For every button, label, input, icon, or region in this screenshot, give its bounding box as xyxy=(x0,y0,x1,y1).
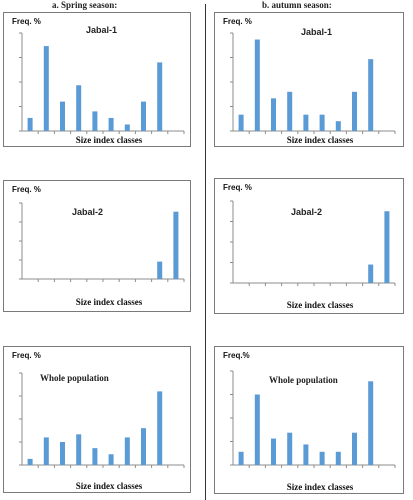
bar-7 xyxy=(124,437,130,465)
y-axis-label: Freq.% xyxy=(223,351,250,360)
chart-autumn-whole: Freq.% Whole population Size index classes xyxy=(223,351,396,492)
bar-3 xyxy=(271,98,276,131)
bar-6 xyxy=(108,117,114,131)
bar-3 xyxy=(271,438,276,465)
bar-5 xyxy=(303,114,309,131)
bar-9 xyxy=(157,261,163,279)
x-axis-label: Size index classes xyxy=(287,482,354,492)
bar-4 xyxy=(287,432,293,465)
bar-8 xyxy=(352,432,357,465)
bar-2 xyxy=(43,437,49,465)
x-axis-label: Size index classes xyxy=(76,135,143,145)
bar-9 xyxy=(157,62,163,131)
y-axis-label: Freq. % xyxy=(12,185,41,194)
bar-10 xyxy=(384,211,390,283)
chart-panel-spring-whole: Freq. % Whole population Size index classe… xyxy=(3,346,191,493)
bar-8 xyxy=(141,101,146,131)
chart-panel-spring-jabal2: Freq. % Jabal-2 Size index classes xyxy=(3,180,191,312)
bar-2 xyxy=(43,46,49,131)
chart-title: Jabal-2 xyxy=(72,207,103,217)
bar-4 xyxy=(287,91,293,131)
bar-6 xyxy=(108,454,114,465)
y-axis-label: Freq. % xyxy=(223,17,252,26)
chart-panel-spring-jabal1: Freq. % Jabal-1 Size index classes xyxy=(3,12,191,147)
y-axis-label: Freq. % xyxy=(223,183,252,192)
x-axis-label: Size index classes xyxy=(76,297,143,307)
y-axis-label: Freq. % xyxy=(12,17,41,26)
bar-2 xyxy=(254,394,260,465)
bar-5 xyxy=(92,111,98,131)
y-axis-label: Freq. % xyxy=(12,351,41,360)
bar-6 xyxy=(319,114,325,131)
bar-9 xyxy=(368,59,374,132)
chart-title: Jabal-1 xyxy=(86,25,117,35)
chart-title: Whole population xyxy=(40,373,109,383)
chart-spring-whole: Freq. % Whole population Size index classe… xyxy=(12,351,185,491)
bar-9 xyxy=(157,391,163,465)
chart-panel-autumn-whole: Freq.% Whole population Size index classes xyxy=(214,346,404,494)
chart-title: Jabal-2 xyxy=(291,207,322,217)
bar-10 xyxy=(173,211,179,279)
bar-1 xyxy=(27,117,33,131)
column-divider xyxy=(205,4,206,500)
bar-4 xyxy=(76,85,82,131)
bar-7 xyxy=(124,124,130,131)
bar-8 xyxy=(352,91,357,131)
chart-panel-autumn-jabal2: Freq. % Jabal-2 Size index classes xyxy=(214,178,404,314)
bar-1 xyxy=(238,114,244,131)
bar-1 xyxy=(238,451,244,465)
bar-7 xyxy=(335,121,341,131)
bar-3 xyxy=(60,101,65,131)
chart-spring-jabal2: Freq. % Jabal-2 Size index classes xyxy=(12,185,185,307)
bar-3 xyxy=(60,442,65,465)
bar-9 xyxy=(368,264,374,283)
bar-6 xyxy=(319,451,325,465)
chart-autumn-jabal2: Freq. % Jabal-2 Size index classes xyxy=(223,183,396,310)
bar-1 xyxy=(27,458,33,465)
bar-9 xyxy=(368,381,374,465)
bar-2 xyxy=(254,39,260,131)
bar-4 xyxy=(76,434,82,465)
chart-title: Whole population xyxy=(269,375,338,385)
bar-5 xyxy=(303,444,309,465)
autumn-season-title: b. autumn season: xyxy=(262,0,332,10)
chart-spring-jabal1: Freq. % Jabal-1 Size index classes xyxy=(12,17,185,145)
x-axis-label: Size index classes xyxy=(76,481,143,491)
spring-season-title: a. Spring season: xyxy=(52,0,118,10)
bar-5 xyxy=(92,448,98,465)
x-axis-label: Size index classes xyxy=(287,300,354,310)
bar-7 xyxy=(335,451,341,465)
chart-autumn-jabal1: Freq. % Jabal-1 Size index classes xyxy=(223,17,396,145)
bar-8 xyxy=(141,428,146,465)
chart-panel-autumn-jabal1: Freq. % Jabal-1 Size index classes xyxy=(214,12,404,147)
chart-title: Jabal-1 xyxy=(301,27,332,37)
x-axis-label: Size index classes xyxy=(287,135,354,145)
